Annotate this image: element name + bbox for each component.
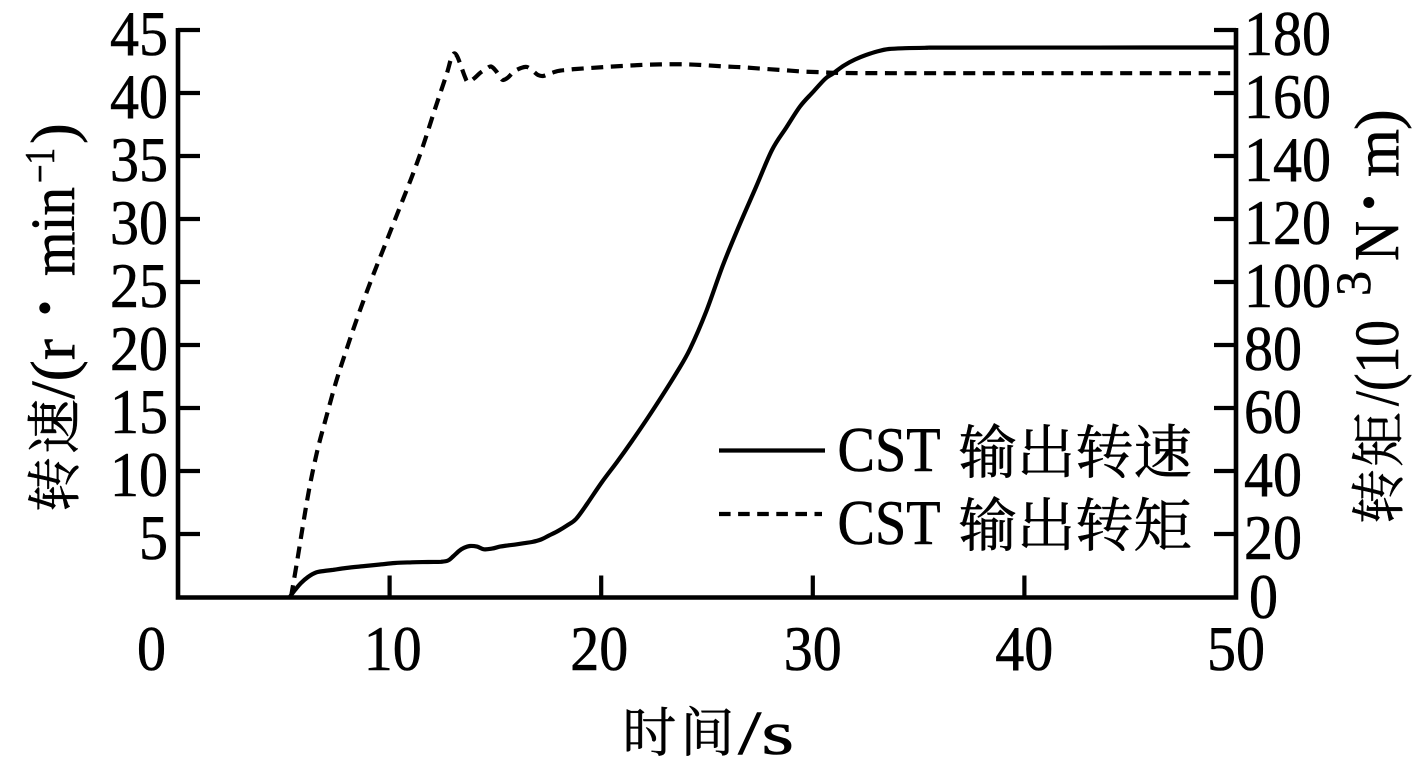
svg-text:/s: /s	[738, 700, 794, 768]
svg-text:): )	[1344, 109, 1412, 130]
svg-text:20: 20	[110, 313, 168, 384]
svg-text:80: 80	[1244, 313, 1302, 384]
svg-text:/(r: /(r	[20, 339, 88, 399]
svg-text:10: 10	[110, 439, 168, 510]
svg-text:50: 50	[1207, 613, 1265, 684]
svg-text:): )	[20, 123, 88, 144]
svg-text:3: 3	[1325, 271, 1381, 296]
svg-text:40: 40	[110, 61, 168, 132]
svg-text:−1: −1	[18, 148, 64, 183]
svg-text:35: 35	[110, 124, 168, 195]
svg-text:N: N	[1341, 221, 1412, 261]
svg-text:20: 20	[570, 613, 628, 684]
svg-text:120: 120	[1244, 187, 1331, 258]
svg-text:5: 5	[139, 502, 168, 573]
svg-text:30: 30	[784, 613, 842, 684]
svg-text:·: ·	[0, 293, 94, 322]
svg-text:100: 100	[1244, 250, 1331, 321]
svg-text:20: 20	[1244, 502, 1302, 573]
svg-text:min: min	[20, 187, 88, 276]
svg-text:m: m	[1341, 129, 1412, 177]
svg-text:10: 10	[364, 613, 422, 684]
svg-text:140: 140	[1244, 124, 1331, 195]
svg-text:0: 0	[1249, 561, 1278, 632]
svg-text:0: 0	[137, 613, 166, 684]
svg-text:40: 40	[1244, 439, 1302, 510]
svg-text:60: 60	[1244, 376, 1302, 447]
svg-text:/(10: /(10	[1344, 320, 1412, 406]
svg-text:25: 25	[110, 250, 168, 321]
svg-text:30: 30	[110, 187, 168, 258]
svg-text:180: 180	[1244, 0, 1331, 69]
svg-text:45: 45	[110, 0, 168, 69]
svg-text:CST: CST	[838, 487, 941, 558]
svg-text:40: 40	[995, 613, 1053, 684]
svg-text:160: 160	[1244, 61, 1331, 132]
svg-text:CST: CST	[838, 414, 941, 485]
svg-text:15: 15	[110, 376, 168, 447]
svg-text:·: ·	[1321, 188, 1418, 217]
